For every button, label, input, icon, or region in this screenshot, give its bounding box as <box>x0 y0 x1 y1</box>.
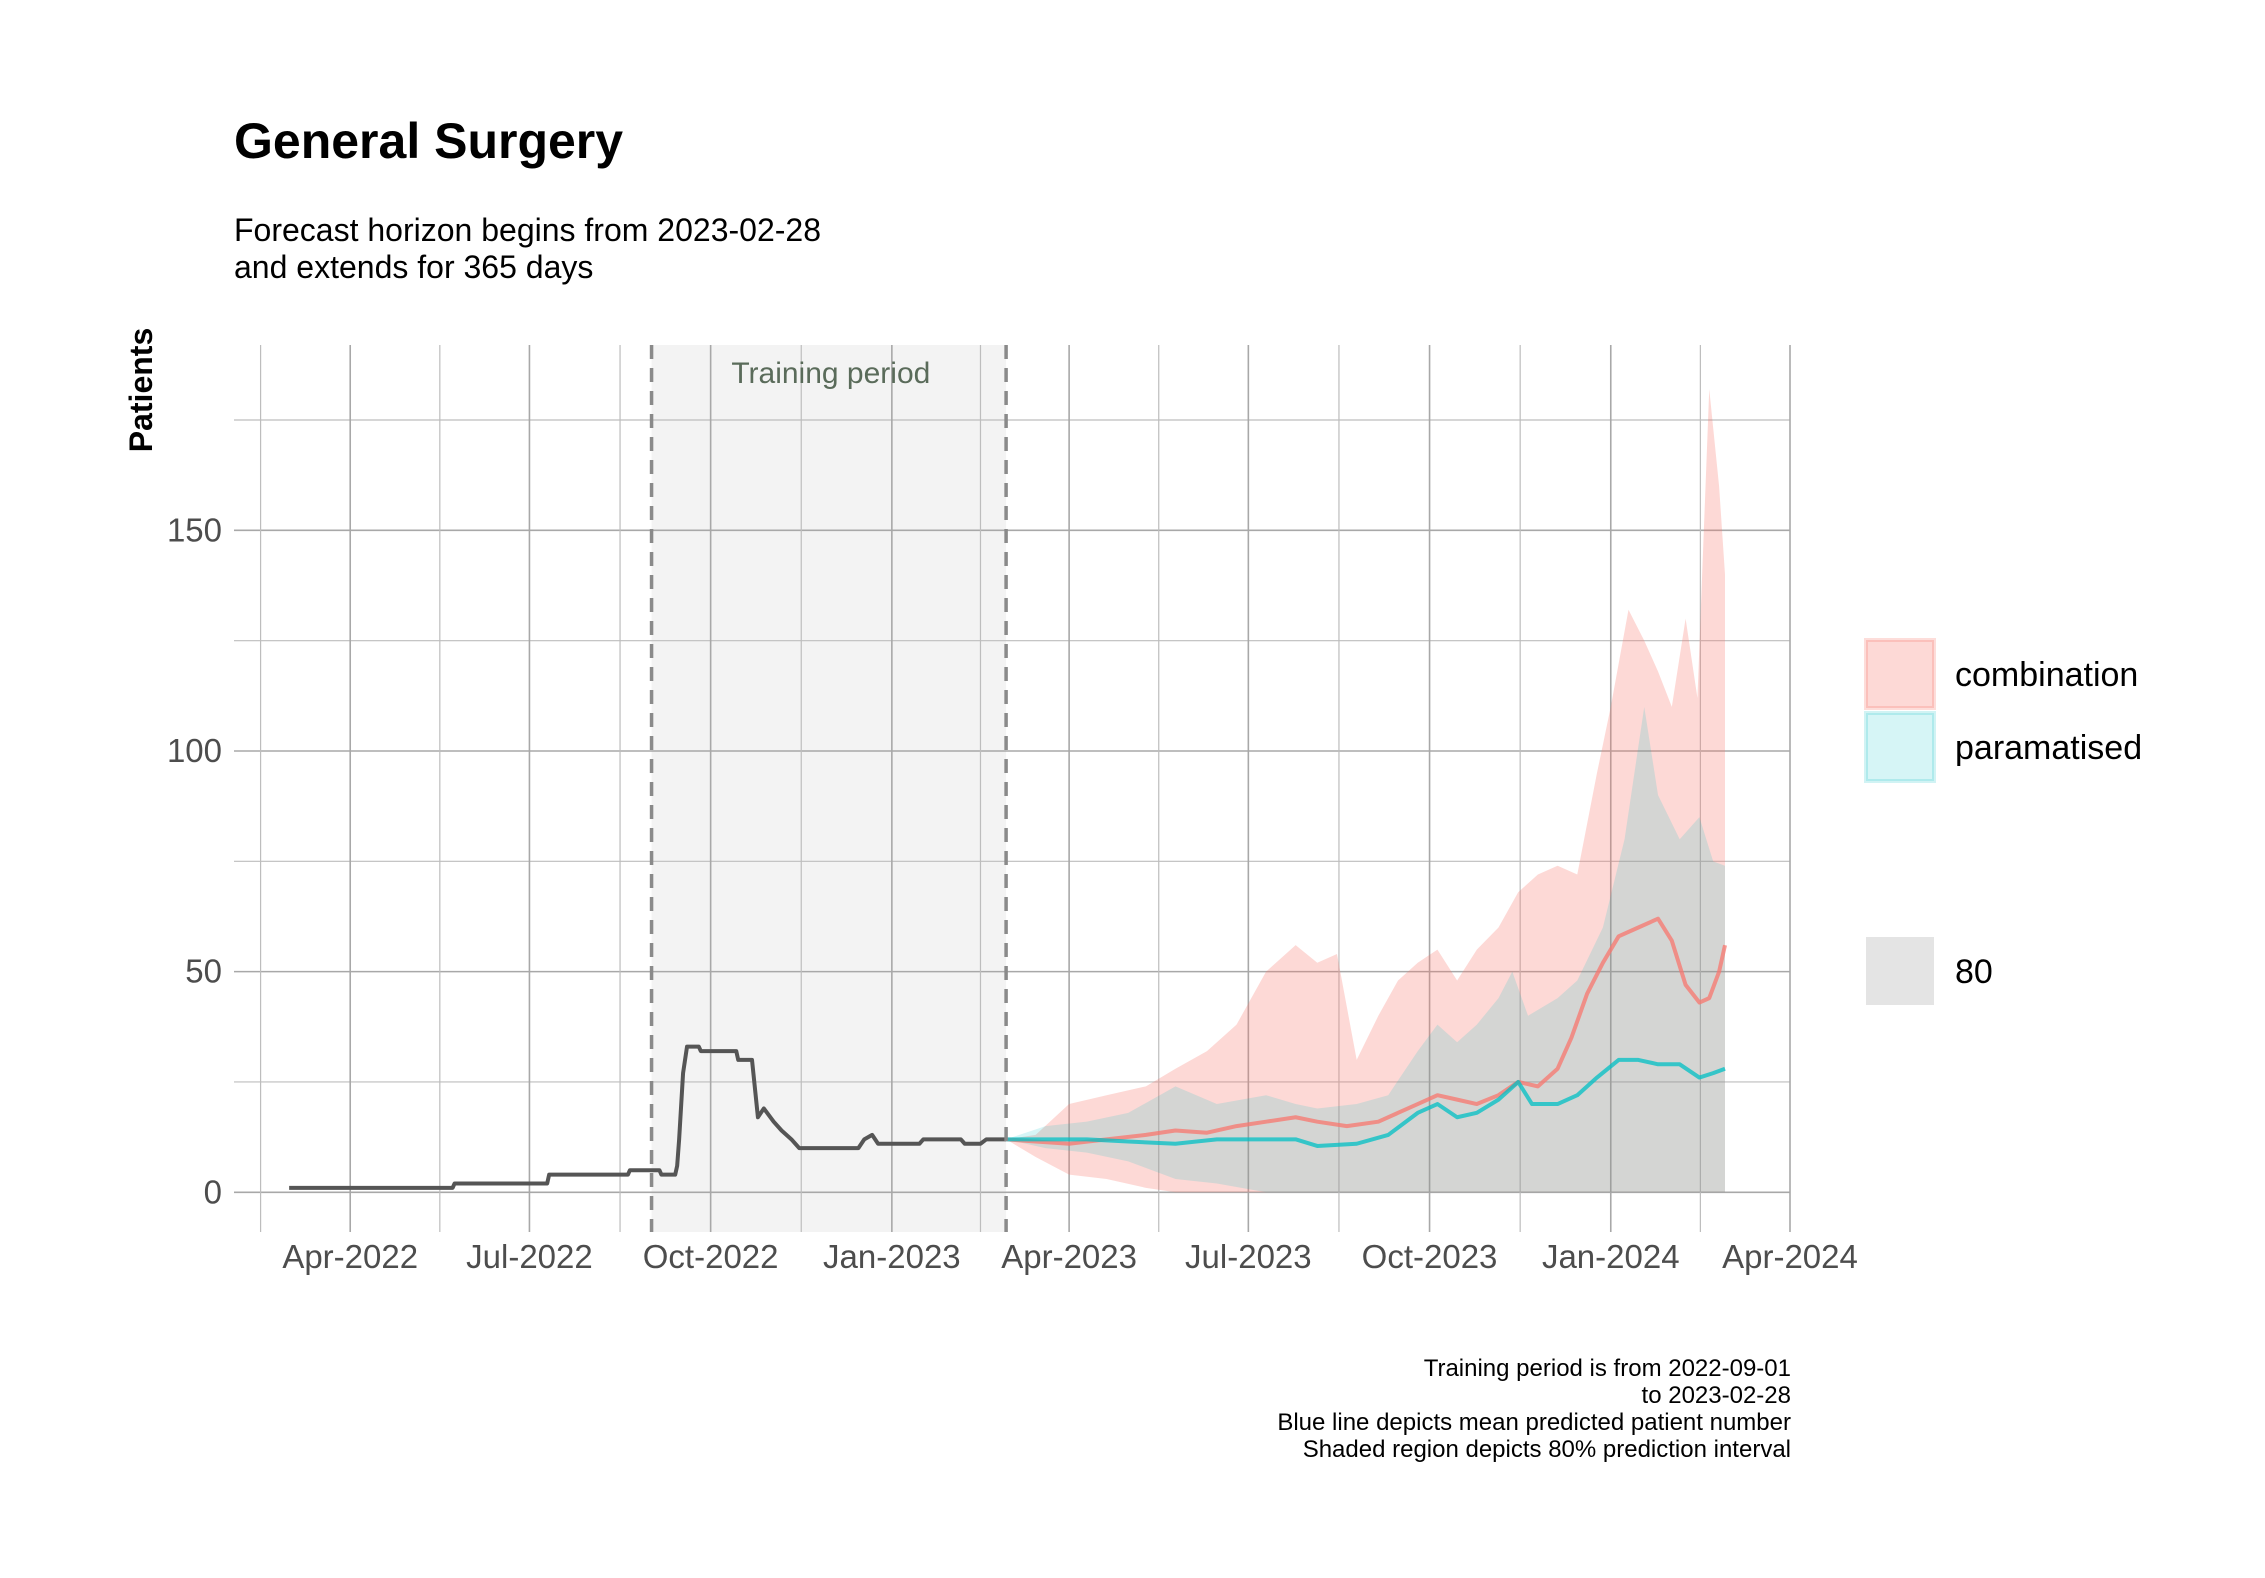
chart-title: General Surgery <box>234 113 624 169</box>
axis-layer: 0 50 100 150 Apr-2022 Jul-2022 Oct-2022 Jan-202… <box>123 328 1858 1275</box>
interval-band-combination <box>1006 389 1726 1193</box>
subtitle-line-2: and extends for 365 days <box>234 249 594 285</box>
x-tick-label: Jan-2024 <box>1542 1238 1680 1275</box>
training-period-label: Training period <box>731 357 930 390</box>
caption-line-1: Training period is from 2022-09-01 <box>1423 1355 1791 1382</box>
subtitle-line-1: Forecast horizon begins from 2023-02-28 <box>234 212 821 248</box>
legend-key-combination <box>1864 638 1936 710</box>
caption-line-2: to 2023-02-28 <box>1641 1382 1791 1409</box>
y-tick-label: 150 <box>167 511 222 548</box>
y-tick-label: 50 <box>185 953 222 990</box>
x-tick-label: Jul-2023 <box>1185 1238 1312 1275</box>
background-layer <box>651 345 1007 1232</box>
chart-subtitle: Forecast horizon begins from 2023-02-28 … <box>234 212 821 286</box>
training-period-shade <box>651 345 1007 1232</box>
legend-label-interval: 80 <box>1955 953 1993 991</box>
x-tick-label: Jul-2022 <box>466 1238 593 1275</box>
x-tick-label: Apr-2022 <box>282 1238 418 1275</box>
caption-line-4: Shaded region depicts 80% prediction int… <box>1302 1436 1791 1463</box>
mean-line-combination <box>1005 916 1727 1146</box>
y-axis-title: Patients <box>123 328 159 452</box>
x-tick-label: Oct-2022 <box>643 1238 779 1275</box>
interval-band-paramatised <box>1006 706 1726 1193</box>
legend-label-paramatised: paramatised <box>1955 729 2142 767</box>
legend-label-combination: combination <box>1955 656 2138 694</box>
interval-band-layer <box>1006 389 1726 1193</box>
legend-key-interval <box>1866 937 1934 1005</box>
chart-caption: Training period is from 2022-09-01 to 20… <box>1277 1355 1791 1463</box>
legend-key-paramatised <box>1864 711 1936 783</box>
legend: combination paramatised 80 <box>1864 638 2142 1005</box>
x-tick-label: Jan-2023 <box>823 1238 961 1275</box>
mean-line-paramatised <box>1006 1057 1726 1148</box>
series-line-layer: Training period <box>289 345 1727 1232</box>
x-tick-label: Apr-2023 <box>1001 1238 1137 1275</box>
observed-line <box>289 1044 1007 1190</box>
y-tick-label: 100 <box>167 732 222 769</box>
y-tick-label: 0 <box>204 1173 222 1210</box>
x-tick-label: Apr-2024 <box>1722 1238 1858 1275</box>
x-tick-label: Oct-2023 <box>1362 1238 1498 1275</box>
grid-layer <box>234 345 1791 1232</box>
caption-line-3: Blue line depicts mean predicted patient… <box>1277 1409 1791 1436</box>
